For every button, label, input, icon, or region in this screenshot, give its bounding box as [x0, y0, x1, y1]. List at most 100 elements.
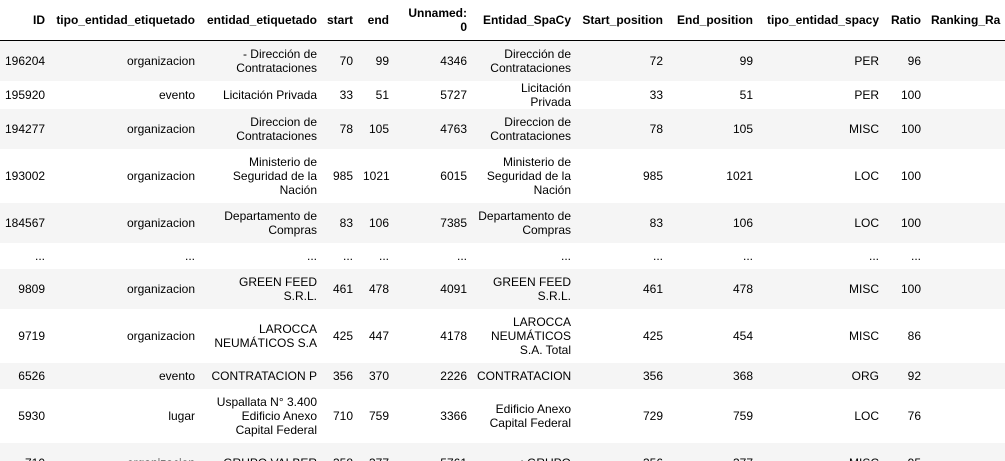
- cell-value: 195920: [5, 87, 46, 102]
- table-cell: 51: [358, 81, 394, 109]
- table-cell: 106: [668, 203, 758, 243]
- table-cell: Licitación Privada: [200, 81, 322, 109]
- table-cell: 83: [576, 203, 668, 243]
- table-cell: 6015: [394, 149, 472, 203]
- table-cell: organizacion: [50, 203, 200, 243]
- column-header: Ratio: [884, 0, 926, 41]
- table-cell: LAROCCA NEUMÁTICOS S.A. Total: [472, 309, 576, 363]
- cell-value: 9719: [18, 328, 45, 343]
- cell-value: ...: [34, 248, 45, 263]
- table-cell: 70: [322, 41, 358, 81]
- table-row: 196204 organizacion - Dirección de Contrat…: [0, 40, 1005, 81]
- cell-value: organizacion: [126, 121, 195, 136]
- cell-value: 83: [649, 215, 663, 230]
- table-cell: [926, 149, 1005, 203]
- table-cell: 4091: [394, 269, 472, 309]
- table-cell: Uspallata N° 3.400 Edificio Anexo Capita…: [200, 389, 322, 443]
- row-index-cell: 9719: [0, 309, 50, 363]
- cell-value: ...: [910, 248, 921, 263]
- cell-value: ...: [652, 248, 663, 263]
- cell-value: 100: [900, 168, 921, 183]
- cell-value: 5761: [399, 456, 467, 461]
- cell-value: 729: [642, 408, 663, 423]
- table-cell: 759: [668, 389, 758, 443]
- table-cell: ...: [50, 243, 200, 269]
- table-row: .................................: [0, 242, 1005, 269]
- cell-value: 100: [900, 121, 921, 136]
- cell-value: 5930: [18, 408, 45, 423]
- table-cell: 96: [884, 41, 926, 81]
- cell-value: 478: [368, 281, 389, 296]
- cell-value: 377: [363, 456, 389, 461]
- cell-value: 184567: [5, 215, 46, 230]
- table-cell: MISC: [758, 443, 884, 461]
- table-cell: Ministerio de Seguridad de la Nación: [200, 149, 322, 203]
- table-cell: evento: [50, 363, 200, 389]
- cell-value: 105: [732, 121, 753, 136]
- header-row: ID tipo_entidad_etiquetado entidad_etiqu…: [0, 0, 1005, 41]
- table-cell: Direccion de Contrataciones: [200, 109, 322, 149]
- table-cell: 33: [576, 81, 668, 109]
- cell-value: 377: [673, 456, 753, 461]
- table-row: 5930 lugar Uspallata N° 3.400 Edificio Ane…: [0, 388, 1005, 443]
- cell-value: organizacion: [126, 281, 195, 296]
- cell-value: organizacion: [55, 456, 195, 461]
- cell-value: MISC: [849, 121, 879, 136]
- row-index-cell: ...: [0, 243, 50, 269]
- table-cell: ...: [322, 243, 358, 269]
- table-cell: [926, 363, 1005, 389]
- table-cell: 72: [576, 41, 668, 81]
- table-cell: ...: [668, 243, 758, 269]
- cell-value: 356: [642, 368, 663, 383]
- cell-value: GREEN FEED S.R.L.: [238, 274, 317, 303]
- table-cell: ...: [358, 243, 394, 269]
- table-cell: 7385: [394, 203, 472, 243]
- table-cell: 461: [576, 269, 668, 309]
- table-cell: [926, 309, 1005, 363]
- table-cell: Departamento de Compras: [200, 203, 322, 243]
- row-index-cell: 196204: [0, 41, 50, 81]
- cell-value: 478: [732, 281, 753, 296]
- column-header: End_position: [668, 0, 758, 41]
- table-cell: 51: [668, 81, 758, 109]
- cell-value: 447: [368, 328, 389, 343]
- table-cell: Dirección de Contrataciones: [472, 41, 576, 81]
- cell-value: 196204: [5, 53, 46, 68]
- cell-value: 76: [907, 408, 921, 423]
- table-cell: 95: [884, 443, 926, 461]
- cell-value: 425: [332, 328, 353, 343]
- cell-value: Departamento de Compras: [478, 208, 571, 237]
- table-row: 194277 organizacion Direccion de Contratac…: [0, 108, 1005, 149]
- cell-value: 106: [368, 215, 389, 230]
- table-cell: 1021: [358, 149, 394, 203]
- table-cell: 1021: [668, 149, 758, 203]
- cell-value: 105: [368, 121, 389, 136]
- table-row: 193002 organizacion Ministerio de Segurida…: [0, 148, 1005, 203]
- cell-value: 461: [642, 281, 663, 296]
- table-cell: 710: [322, 389, 358, 443]
- table-cell: 356: [576, 363, 668, 389]
- table-cell: organizacion: [50, 309, 200, 363]
- cell-value: 4763: [440, 121, 467, 136]
- cell-value: CONTRATACION: [477, 368, 572, 383]
- table-cell: 100: [884, 203, 926, 243]
- cell-value: 96: [907, 53, 921, 68]
- table-row: 9719 organizacion LAROCCA NEUMÁTICOS S.A 42…: [0, 308, 1005, 363]
- cell-value: CONTRATACION P: [211, 368, 317, 383]
- cell-value: 92: [907, 368, 921, 383]
- cell-value: LOC: [854, 408, 879, 423]
- table-cell: 5727: [394, 81, 472, 109]
- cell-value: 759: [732, 408, 753, 423]
- table-cell: [926, 269, 1005, 309]
- table-cell: 4178: [394, 309, 472, 363]
- table-cell: [926, 243, 1005, 269]
- cell-value: Direccion de Contrataciones: [490, 114, 571, 143]
- cell-value: LAROCCA NEUMÁTICOS S.A: [214, 321, 317, 350]
- row-index-cell: 9809: [0, 269, 50, 309]
- table-cell: Ministerio de Seguridad de la Nación: [472, 149, 576, 203]
- row-index-cell: 710: [0, 443, 50, 461]
- table-cell: ORG: [758, 363, 884, 389]
- cell-value: evento: [158, 368, 195, 383]
